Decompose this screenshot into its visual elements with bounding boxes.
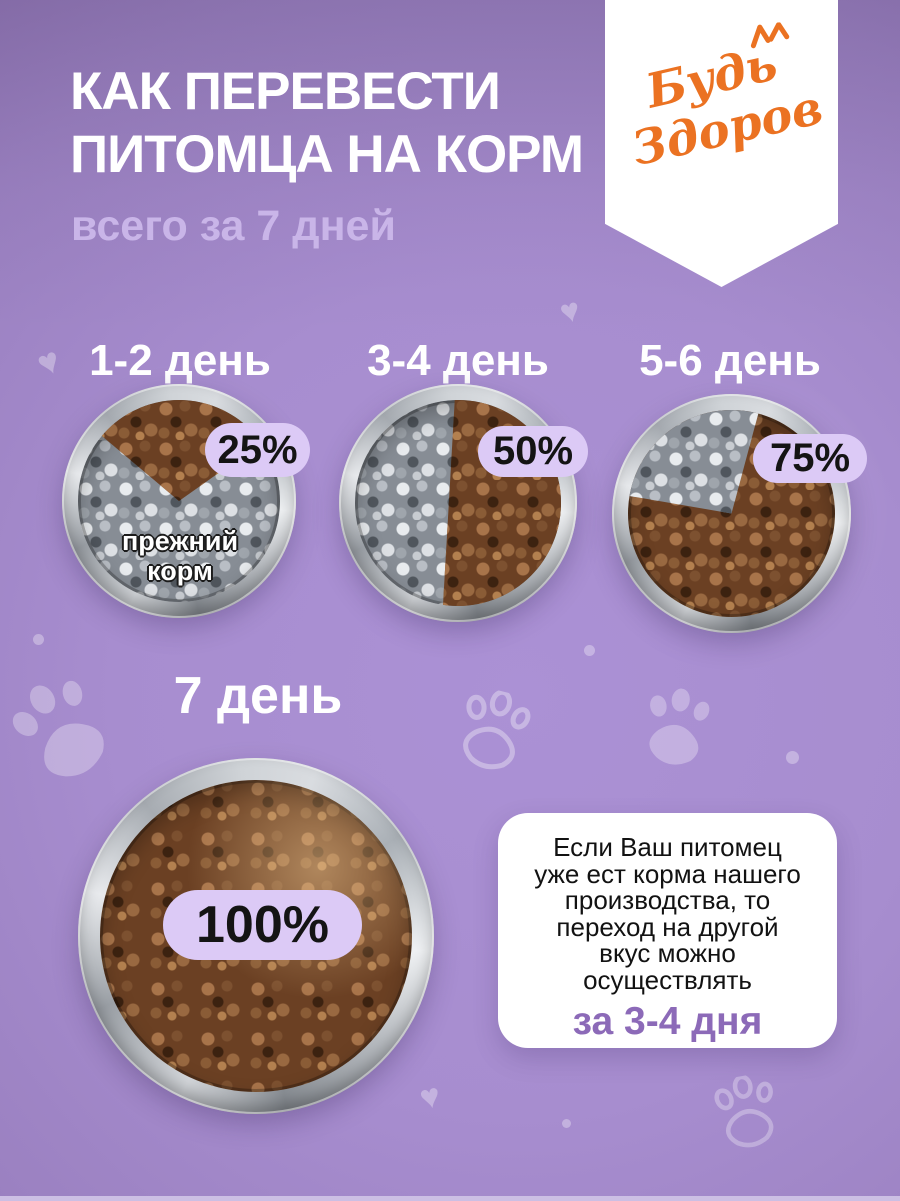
heart-icon: ♥ — [555, 290, 584, 331]
paw-print-icon — [0, 660, 134, 806]
info-card-line: вкус можно — [599, 938, 736, 968]
page-subtitle: всего за 7 дней — [71, 202, 396, 250]
bowl-day-3-4 — [339, 384, 577, 622]
paw-print-icon — [441, 681, 543, 783]
footer-strip — [0, 1196, 900, 1201]
old-food-caption: прежний корм — [78, 526, 282, 586]
cat-ears-icon — [750, 21, 790, 49]
brand-logo: Будь Здоров — [605, 21, 838, 182]
old-food-caption-line1: прежний — [121, 526, 239, 556]
day-label-7: 7 день — [173, 667, 343, 725]
info-card-line: переход на другой — [556, 911, 779, 942]
percent-pill-50: 50% — [478, 426, 588, 477]
percent-pill-75: 75% — [753, 434, 867, 483]
background-dot — [33, 634, 44, 645]
page-title: КАК ПЕРЕВЕСТИ ПИТОМЦА НА КОРМ — [70, 60, 584, 186]
info-card-highlight: за 3-4 дня — [572, 1000, 763, 1043]
info-card-line: осуществлять — [583, 964, 752, 995]
paw-print-icon — [629, 683, 722, 776]
day-label-3-4: 3-4 день — [367, 336, 549, 385]
percent-pill-100: 100% — [163, 890, 362, 960]
info-card-line: производства, то — [564, 885, 771, 915]
day-label-1-2: 1-2 день — [89, 336, 271, 385]
background-dot — [786, 751, 799, 764]
page-title-line2: ПИТОМЦА НА КОРМ — [70, 125, 584, 184]
info-card-line: уже ест корма нашего — [534, 858, 801, 889]
background-dot — [584, 645, 595, 656]
page-title-line1: КАК ПЕРЕВЕСТИ — [70, 62, 501, 121]
info-card: Если Ваш питомец уже ест корма нашего пр… — [498, 813, 837, 1048]
bowl-day-5-6 — [612, 394, 851, 633]
info-card-line: Если Ваш питомец — [553, 832, 782, 862]
brand-badge: Будь Здоров — [605, 0, 838, 287]
paw-print-icon — [702, 1070, 790, 1158]
day-label-5-6: 5-6 день — [639, 336, 821, 385]
background-dot — [562, 1119, 571, 1128]
old-food-caption-line2: корм — [147, 556, 213, 586]
percent-pill-25: 25% — [205, 423, 310, 477]
